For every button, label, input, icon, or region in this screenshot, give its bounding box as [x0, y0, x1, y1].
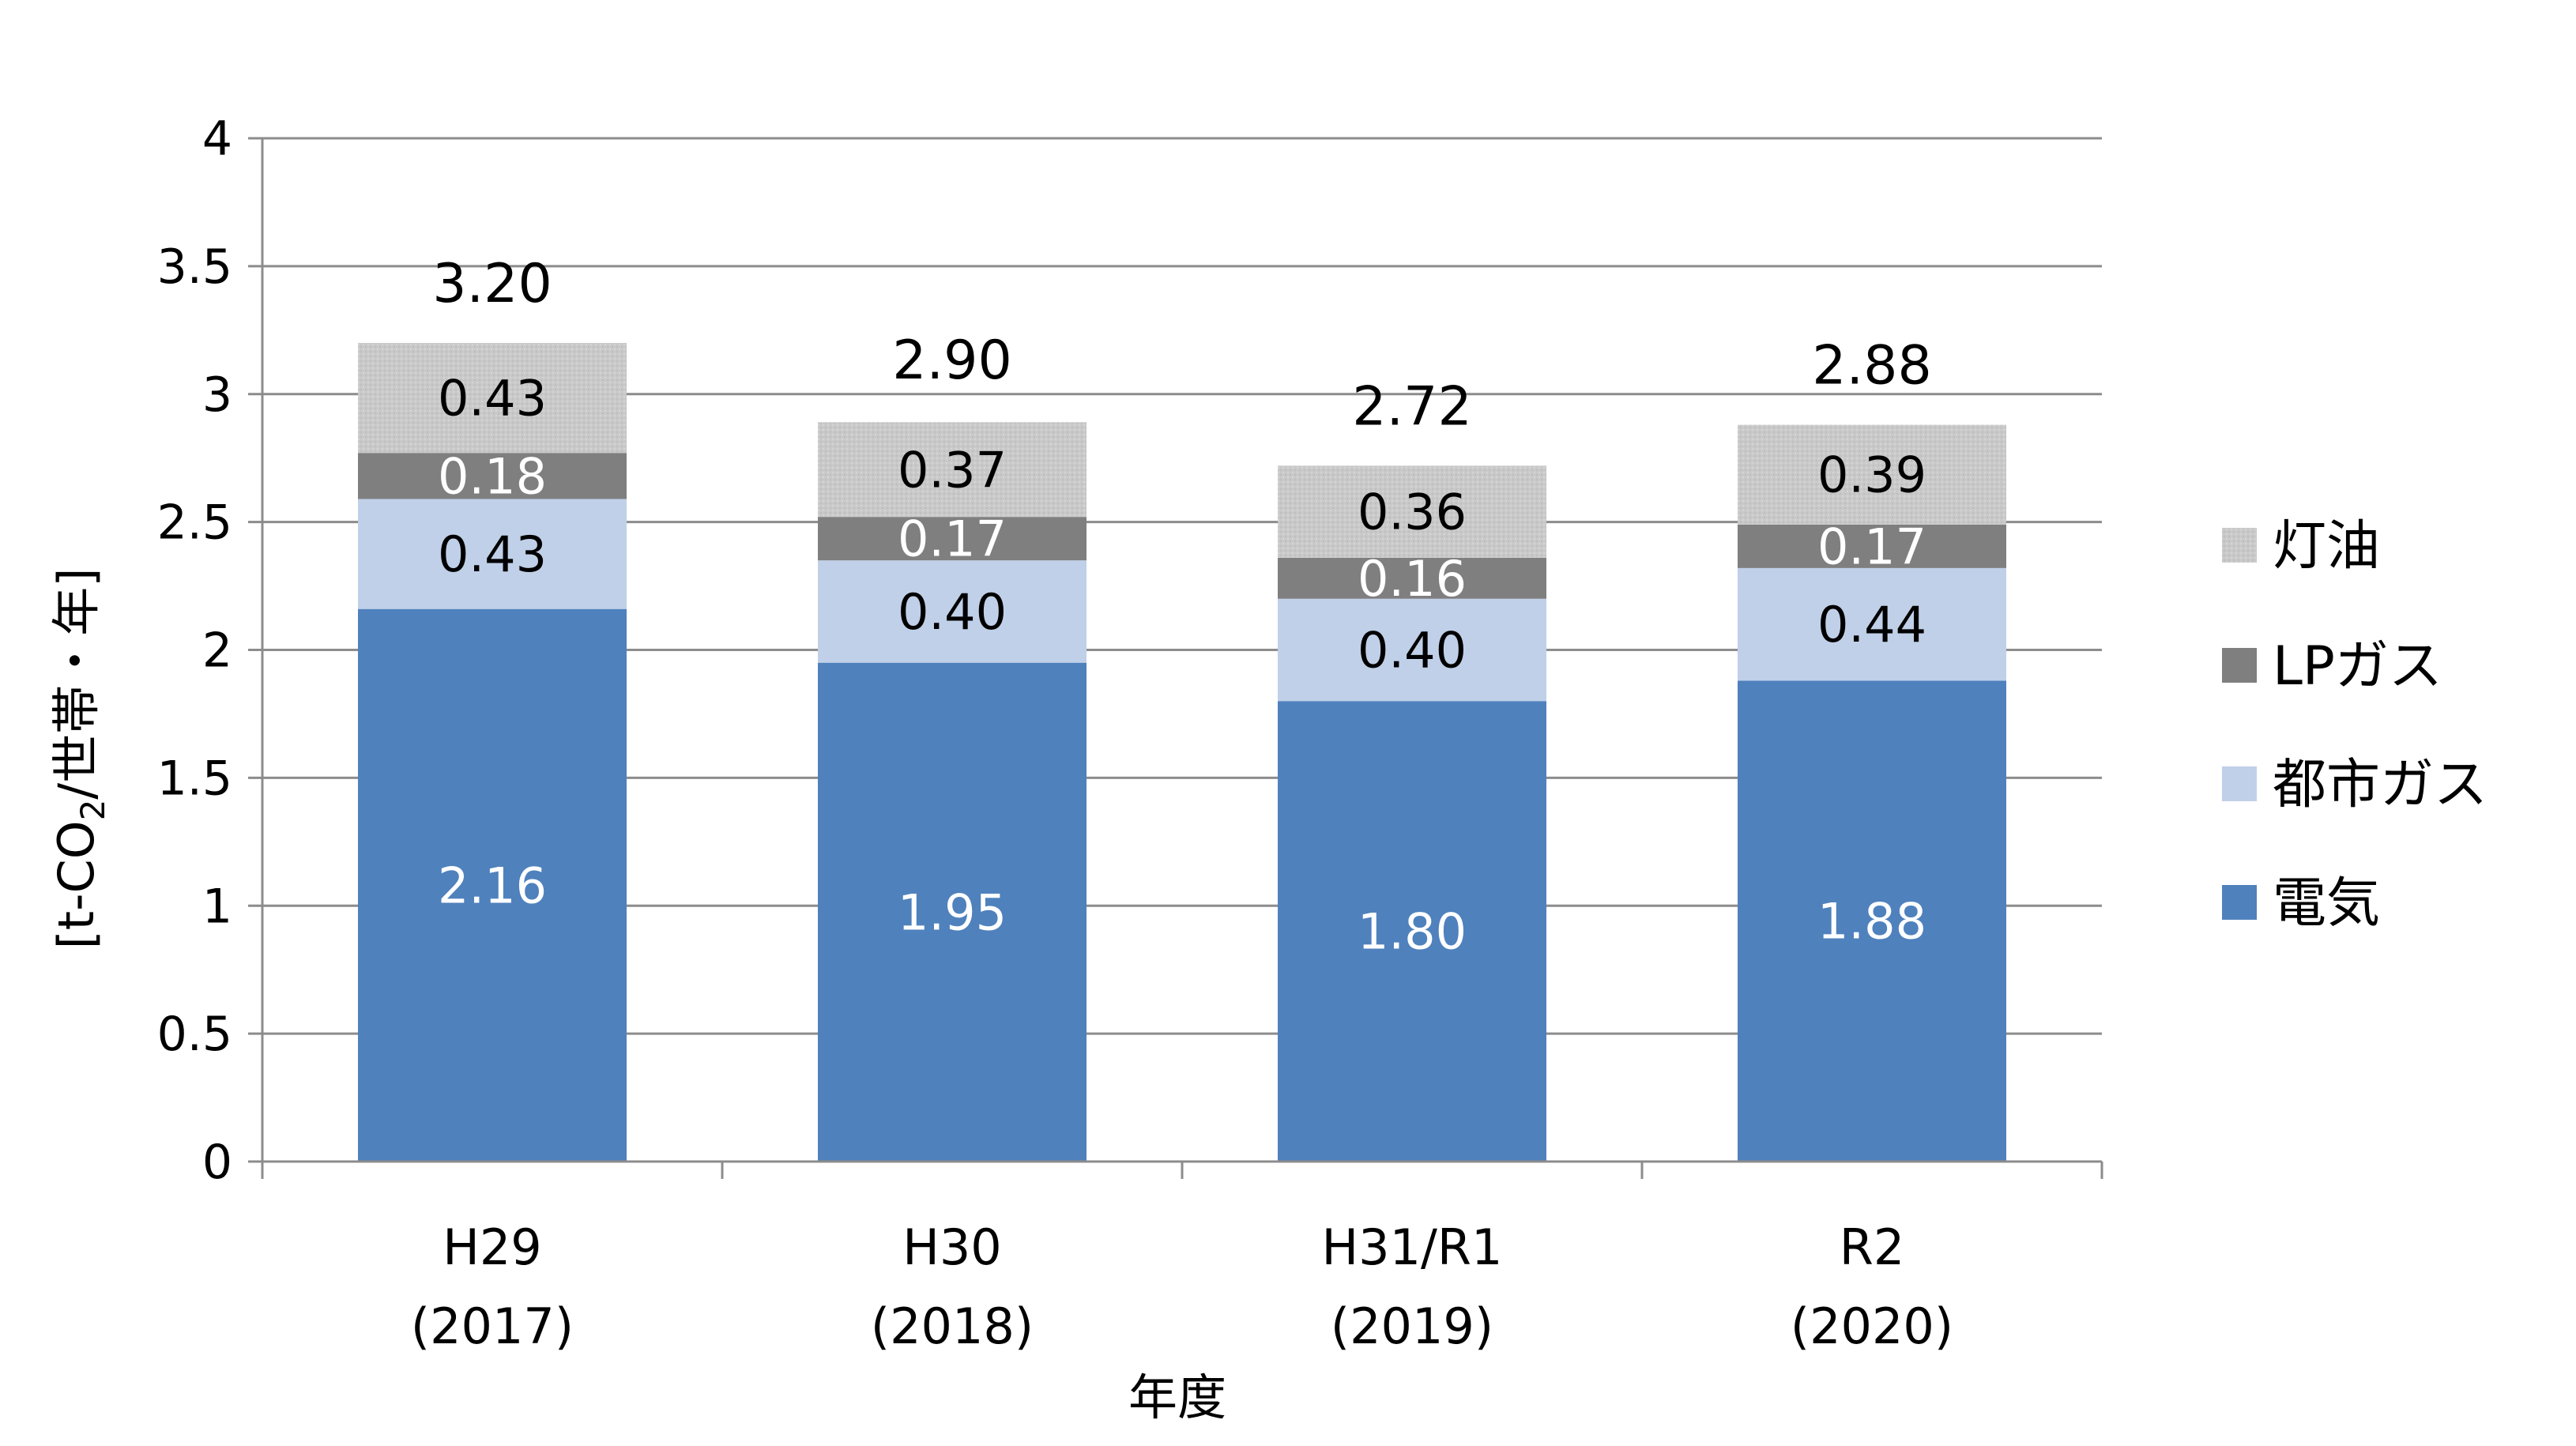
labels: 2.16 0.43 0.18 0.43 3.20 H29 (2017) 1.95 0.40 0.1…: [411, 253, 1953, 1355]
bar-segment: [818, 422, 1087, 518]
x-tick-label: H30: [902, 1218, 1002, 1276]
data-label: 0.40: [1358, 622, 1467, 680]
legend-swatch: [2222, 885, 2257, 920]
bar-segment: [1278, 598, 1546, 702]
data-label: 0.43: [438, 370, 547, 427]
x-tick-label: (2020): [1791, 1297, 1953, 1355]
x-tick-label: H29: [443, 1218, 542, 1276]
data-label: 0.43: [438, 525, 547, 583]
data-label: 0.40: [898, 583, 1007, 641]
legend-label: 灯油: [2273, 515, 2380, 578]
data-label: 1.95: [898, 883, 1007, 941]
total-label: 2.72: [1352, 375, 1471, 438]
y-tick-label: 0: [202, 1135, 232, 1190]
x-tick-label: (2018): [871, 1297, 1034, 1355]
data-label: 0.39: [1817, 446, 1926, 504]
data-label: 0.16: [1358, 550, 1467, 608]
bar-segment: [1278, 465, 1546, 558]
x-axis-title: 年度: [1128, 1369, 1226, 1426]
bar-segment: [1738, 424, 2006, 525]
x-tick-label: (2019): [1331, 1297, 1493, 1355]
legend-swatch: [2222, 528, 2257, 563]
x-tick-label: (2017): [411, 1297, 574, 1355]
data-label: 0.18: [438, 447, 547, 505]
bar-segment: [358, 499, 627, 609]
x-tick-label: H31/R1: [1322, 1218, 1503, 1276]
y-tick-label: 4: [202, 111, 232, 167]
legend-label: 電気: [2273, 872, 2380, 935]
data-label: 1.80: [1358, 903, 1467, 961]
data-label: 0.17: [1817, 518, 1926, 575]
bar-segment: [1738, 567, 2006, 681]
data-label: 1.88: [1817, 893, 1926, 951]
data-label: 0.37: [898, 441, 1007, 499]
bar-segment: [818, 662, 1087, 1162]
legend-swatch: [2222, 766, 2257, 801]
y-tick-label: 2.5: [157, 495, 232, 551]
data-label: 0.44: [1817, 596, 1926, 653]
data-label: 0.17: [898, 510, 1007, 568]
data-label: 0.36: [1358, 484, 1467, 541]
axes: 0 0.5 1 1.5 2 2.5 3 3.5 4: [157, 111, 2103, 1190]
bar-segment: [358, 608, 627, 1162]
legend-label: 都市ガス: [2273, 754, 2487, 816]
legend-label: LPガス: [2273, 635, 2442, 698]
bar-segment: [818, 517, 1087, 561]
bar-segment: [1738, 680, 2006, 1162]
y-tick-label: 2: [202, 623, 232, 679]
y-tick-label: 0.5: [157, 1007, 232, 1062]
y-tick-label: 3: [202, 367, 232, 423]
bar-segment: [1278, 701, 1546, 1162]
bars: [358, 343, 2006, 1162]
bar-segment: [1738, 524, 2006, 568]
x-tick-label: R2: [1840, 1218, 1905, 1276]
bar-segment: [358, 453, 627, 499]
total-label: 2.88: [1812, 335, 1931, 397]
total-label: 3.20: [432, 253, 552, 315]
data-label: 2.16: [438, 857, 547, 914]
bar-segment: [818, 560, 1087, 663]
y-tick-label: 3.5: [157, 239, 232, 295]
y-axis-title: [t-CO2/世帯・年]: [47, 568, 112, 950]
bar-segment: [1278, 557, 1546, 599]
y-tick-label: 1: [202, 879, 232, 934]
y-tick-label: 1.5: [157, 751, 232, 806]
bar-segment: [358, 343, 627, 454]
legend-swatch: [2222, 648, 2257, 683]
total-label: 2.90: [892, 329, 1011, 392]
